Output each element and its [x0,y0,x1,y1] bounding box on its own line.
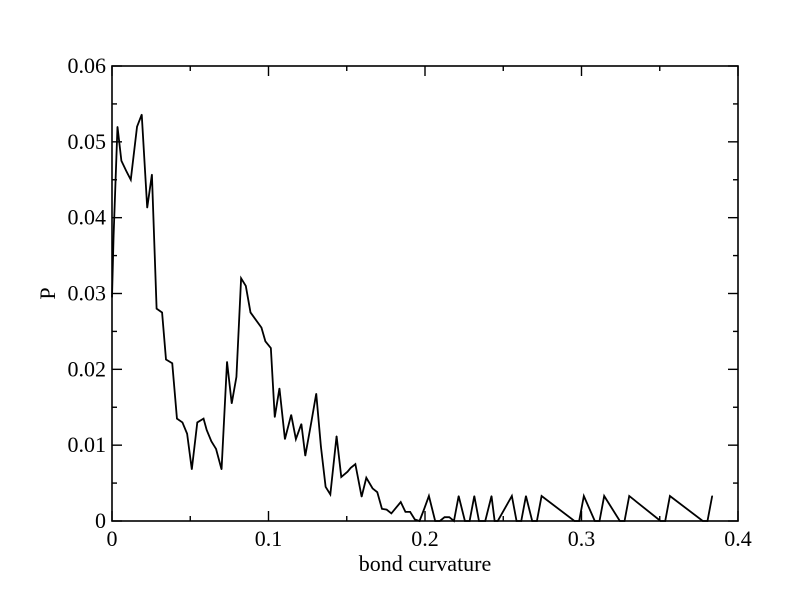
data-point [191,468,193,471]
data-point [245,285,247,287]
data-point [235,376,238,378]
y-tick-label: 0.02 [68,356,107,381]
data-point [220,468,223,471]
y-tick-label: 0.04 [68,205,107,230]
data-point [540,495,543,497]
data-point [176,418,178,420]
data-point [240,277,242,279]
y-axis-label: P [35,287,60,299]
data-point [315,393,317,395]
data-point [249,311,252,314]
x-tick-label: 0.4 [724,526,752,551]
data-point [304,455,306,457]
plot-frame [111,65,739,522]
data-point [136,126,138,128]
data-point [414,518,416,521]
data-point [386,509,388,511]
data-point [260,327,263,329]
data-point [325,486,327,488]
data-point [400,501,402,503]
data-point [361,496,363,498]
data-point [711,495,713,497]
data-point [165,358,167,361]
data-point [270,347,272,349]
data-point [473,495,475,497]
data-point [669,495,671,497]
data-point [329,493,331,496]
data-point [141,113,143,116]
x-tick-label: 0 [107,526,118,551]
data-point [125,170,127,172]
data-point [274,416,276,418]
data-point [603,495,605,497]
y-tick-label: 0.03 [68,281,107,306]
data-point [130,179,132,181]
data-point [428,495,430,497]
data-point [231,402,233,405]
data-point [511,495,513,497]
data-point [196,421,198,424]
x-axis-label: bond curvature [359,551,492,576]
data-point [151,173,153,176]
data-point [290,414,292,416]
data-point [156,308,158,310]
data-point [284,438,286,440]
y-tick-label: 0.06 [68,53,107,78]
data-point [300,423,302,425]
data-point [171,362,173,364]
data-point [371,487,374,489]
tick-labels: 0 0.1 0.2 0.3 0.4 0 0.01 0.02 0.03 0.04 0.05 0.06 [68,53,752,551]
y-tick-label: 0.05 [68,129,107,154]
data-point [181,421,184,424]
data-point [350,467,352,469]
data-point [390,512,392,515]
y-tick-label: 0 [95,508,106,533]
data-point [320,446,322,448]
data-point [202,418,205,420]
data-point [264,340,266,342]
data-point [310,420,313,422]
data-point [525,495,527,497]
data-point [226,361,228,363]
data-point [346,471,349,473]
data-point [210,440,212,442]
data-point [458,495,460,497]
data-point [206,429,208,431]
data-point [404,511,407,513]
x-tick-label: 0.1 [255,526,283,551]
data-point [186,433,188,435]
data-point [583,495,585,497]
data-point [161,311,163,314]
x-tick-label: 0.2 [411,526,439,551]
data-point [443,516,446,518]
data-point [354,463,356,465]
data-point [490,495,493,497]
y-tick-label: 0.01 [68,432,107,457]
data-point [448,516,450,518]
data-point [365,477,367,479]
data-point [120,160,122,162]
data-point [295,438,297,440]
data-point [112,236,115,238]
x-tick-label: 0.3 [568,526,596,551]
data-point [409,511,411,513]
data-point [340,476,342,478]
data-point [335,435,338,437]
data-point [376,491,378,493]
data-point [278,387,281,389]
data-point [146,207,148,209]
data-point [423,508,425,510]
data-point [381,508,383,510]
data-point [116,126,119,128]
data-point [215,448,217,450]
data-point [628,495,630,497]
